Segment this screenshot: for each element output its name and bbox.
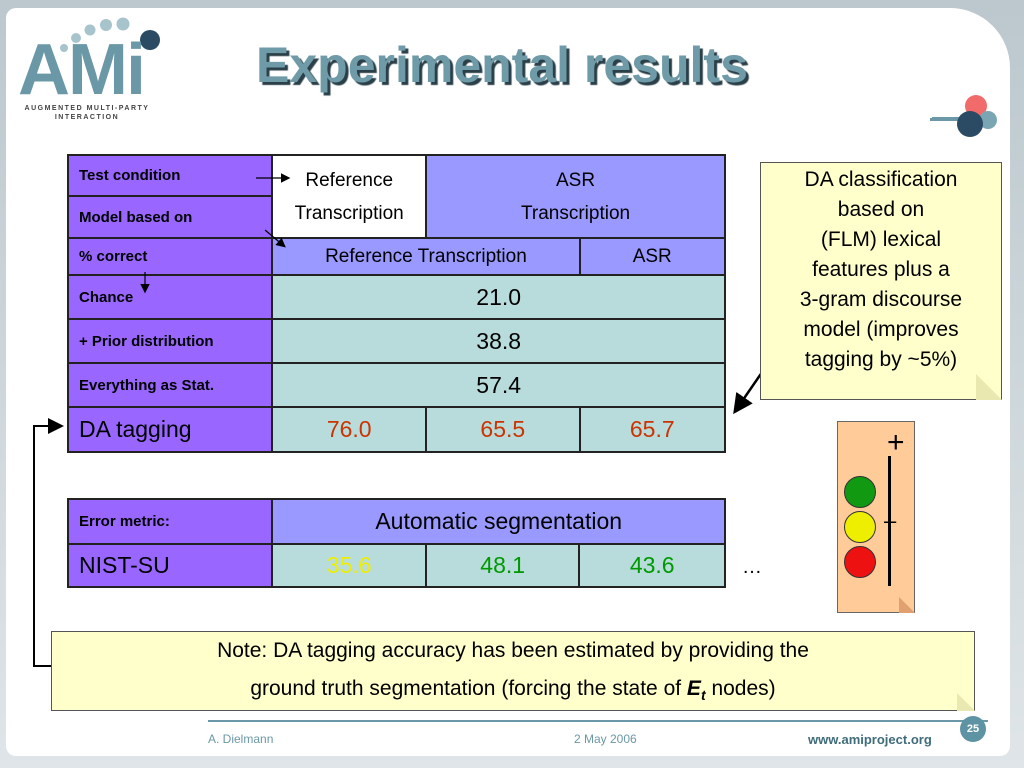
row-label-nist-su: NIST-SU (66, 543, 274, 588)
da-note-line5: 3-gram discourse (799, 288, 963, 311)
value-da-tagging-asr-ref: 65.5 (425, 406, 581, 453)
note-t: t (700, 687, 706, 704)
plus-label: + (887, 426, 905, 459)
value-nist-su-1: 35.6 (271, 543, 427, 588)
value-chance: 21.0 (271, 274, 726, 320)
ami-logo (12, 14, 172, 129)
value-nist-su-3: 43.6 (578, 543, 726, 588)
subheader-asr: ASR (578, 237, 726, 276)
value-nist-su-2: 48.1 (424, 543, 581, 588)
note-box: Note: DA tagging accuracy has been estim… (51, 631, 975, 711)
folded-corner-icon (957, 693, 975, 711)
logo-dots-icon (60, 17, 160, 52)
footer-url[interactable]: www.amiproject.org (808, 732, 932, 747)
results-table: Test condition Reference Transcription A… (66, 154, 726, 453)
page-title: Experimental results (256, 37, 748, 93)
logo-text: AMi (18, 30, 146, 110)
logo-subtitle: AUGMENTED MULTI-PARTY INTERACTION (14, 104, 160, 122)
page-number: 25 (960, 716, 986, 742)
col-header-asr: ASR Transcription (425, 154, 726, 239)
note-e: E (686, 677, 701, 700)
note-line2: ground truth segmentation (forcing the s… (52, 670, 974, 714)
col-header-asr-line2: Transcription (520, 202, 631, 224)
folded-corner-icon (976, 374, 1002, 400)
row-label-da-tagging: DA tagging (66, 406, 274, 453)
logo-subtitle-line2: INTERACTION (54, 114, 120, 121)
folded-corner-icon (899, 597, 915, 613)
row-label-error-metric: Error metric: (66, 498, 274, 545)
da-note-line2: based on (837, 198, 925, 221)
da-note-line3: (FLM) lexical (820, 228, 942, 251)
col-header-automatic-segmentation: Automatic segmentation (271, 498, 726, 545)
row-label-test-condition: Test condition (66, 154, 274, 197)
note-line1: Note: DA tagging accuracy has been estim… (217, 639, 809, 662)
green-light-icon (844, 476, 876, 508)
col-header-reference: Reference Transcription (271, 154, 428, 239)
row-label-chance: Chance (66, 274, 274, 320)
row-label-everything: Everything as Stat. (66, 362, 274, 408)
note-line2-b: nodes) (705, 677, 776, 700)
row-label-model-based-on: Model based on (66, 195, 274, 239)
ellipsis: … (742, 556, 762, 578)
col-header-reference-line2: Transcription (294, 202, 404, 224)
logo-subtitle-line1: AUGMENTED MULTI-PARTY (24, 105, 150, 112)
da-note-line1: DA classification (804, 168, 958, 191)
da-classification-note: DA classification based on (FLM) lexical… (760, 162, 1002, 400)
note-line2-a: ground truth segmentation (forcing the s… (250, 677, 687, 700)
traffic-light: + – (837, 421, 915, 613)
footer-rule (208, 720, 988, 722)
value-da-tagging-ref: 76.0 (271, 406, 428, 453)
value-everything: 57.4 (271, 362, 726, 408)
footer-date: 2 May 2006 (574, 732, 637, 746)
col-header-asr-line1: ASR (556, 169, 596, 191)
row-label-prior: + Prior distribution (66, 318, 274, 364)
da-note-line7: tagging by ~5%) (804, 348, 958, 371)
value-da-tagging-asr: 65.7 (578, 406, 726, 453)
red-light-icon (844, 546, 876, 578)
minus-label: – (884, 508, 897, 533)
yellow-light-icon (844, 511, 876, 543)
subheader-reference-transcription: Reference Transcription (271, 237, 581, 276)
col-header-reference-line1: Reference (305, 169, 394, 191)
value-prior: 38.8 (271, 318, 726, 364)
da-note-line4: features plus a (812, 258, 950, 281)
error-metric-table: Error metric: Automatic segmentation NIS… (66, 498, 726, 588)
scale-bar (888, 456, 891, 586)
decorative-dots-icon (957, 95, 997, 137)
da-note-line6: model (improves (803, 318, 959, 341)
footer-author: A. Dielmann (208, 732, 274, 746)
row-label-percent-correct: % correct (66, 237, 274, 276)
